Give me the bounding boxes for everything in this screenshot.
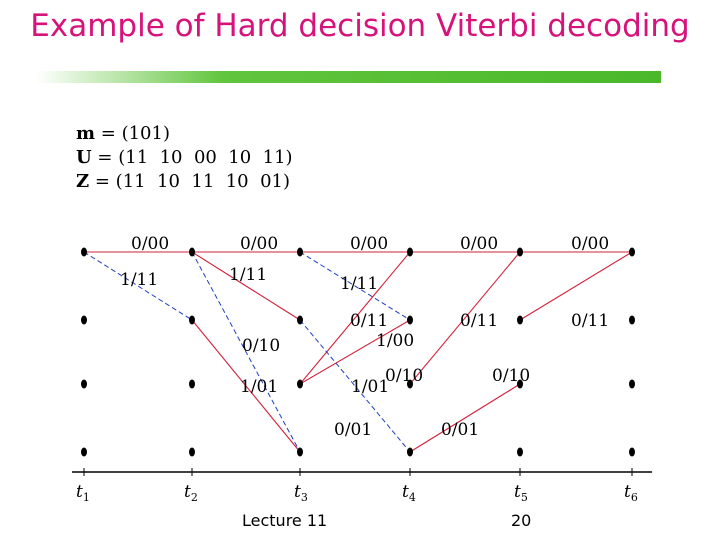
branch-label: 0/00 xyxy=(350,234,388,254)
trellis-nodes xyxy=(81,247,635,457)
time-label: t6 xyxy=(624,482,638,504)
trellis-node xyxy=(407,247,413,257)
trellis-node xyxy=(189,247,195,257)
trellis-node xyxy=(629,315,635,325)
equation-var: Z xyxy=(76,171,90,192)
branch-line xyxy=(519,251,633,321)
branch-line xyxy=(191,251,301,321)
equation-z: Z = (11 10 11 10 01) xyxy=(76,172,290,192)
trellis-node xyxy=(517,315,523,325)
trellis-node xyxy=(189,315,195,325)
time-ticks xyxy=(83,468,633,476)
branch-label: 1/01 xyxy=(240,377,278,397)
branch-label: 0/10 xyxy=(385,366,423,386)
branch-label: 1/11 xyxy=(340,274,378,294)
branch-label: 0/00 xyxy=(460,234,498,254)
branch-label: 1/11 xyxy=(120,270,158,290)
trellis-node xyxy=(297,315,303,325)
trellis-node xyxy=(407,379,413,389)
time-label: t4 xyxy=(402,482,416,504)
footer-lecture: Lecture 11 xyxy=(242,511,328,530)
trellis-node xyxy=(189,447,195,457)
trellis-node xyxy=(81,379,87,389)
branch-label: 0/11 xyxy=(350,311,388,331)
trellis-node xyxy=(629,247,635,257)
trellis-node xyxy=(297,379,303,389)
branch-line xyxy=(409,251,521,385)
trellis-node xyxy=(629,447,635,457)
slide-title: Example of Hard decision Viterbi decodin… xyxy=(30,8,690,44)
branch-line xyxy=(83,251,193,321)
branch-label: 1/01 xyxy=(351,377,389,397)
branch-lines-red xyxy=(84,251,633,453)
equation-var: m xyxy=(76,123,96,144)
equation-var: U xyxy=(76,147,92,168)
branch-label: 0/10 xyxy=(492,366,530,386)
branch-label: 0/00 xyxy=(240,234,278,254)
trellis-node xyxy=(297,447,303,457)
branch-line xyxy=(409,383,521,453)
equation-value: = (11 10 11 10 01) xyxy=(89,171,291,192)
branch-label: 0/00 xyxy=(571,234,609,254)
branch-label: 0/01 xyxy=(334,420,372,440)
branch-line xyxy=(299,319,411,385)
trellis-node xyxy=(517,379,523,389)
footer-page-number: 20 xyxy=(511,511,532,530)
equation-m: m = (101) xyxy=(76,124,170,144)
equation-value: = (101) xyxy=(95,123,170,144)
equation-value: = (11 10 00 10 11) xyxy=(91,147,293,168)
trellis-node xyxy=(629,379,635,389)
trellis-node xyxy=(517,247,523,257)
branch-label: 0/01 xyxy=(441,420,479,440)
title-underline-bar xyxy=(36,71,661,83)
equation-u: U = (11 10 00 10 11) xyxy=(76,148,293,168)
time-label: t3 xyxy=(294,482,308,504)
branch-line xyxy=(191,319,301,453)
trellis-node xyxy=(407,315,413,325)
trellis-node xyxy=(81,315,87,325)
trellis-node xyxy=(517,447,523,457)
branch-label: 1/11 xyxy=(229,265,267,285)
branch-line xyxy=(299,319,411,453)
trellis-node xyxy=(81,447,87,457)
branch-label: 0/10 xyxy=(242,336,280,356)
branch-label: 0/11 xyxy=(460,311,498,331)
branch-line xyxy=(299,251,411,385)
branch-label: 1/00 xyxy=(376,331,414,351)
time-label: t5 xyxy=(514,482,528,504)
trellis-node xyxy=(407,447,413,457)
branch-line xyxy=(299,251,411,321)
trellis-node xyxy=(81,247,87,257)
branch-label: 0/11 xyxy=(571,311,609,331)
branch-line xyxy=(191,251,301,453)
branch-lines-blue xyxy=(83,251,411,453)
time-label: t1 xyxy=(76,482,90,504)
time-label: t2 xyxy=(184,482,198,504)
trellis-node xyxy=(297,247,303,257)
branch-label: 0/00 xyxy=(131,234,169,254)
trellis-node xyxy=(189,379,195,389)
